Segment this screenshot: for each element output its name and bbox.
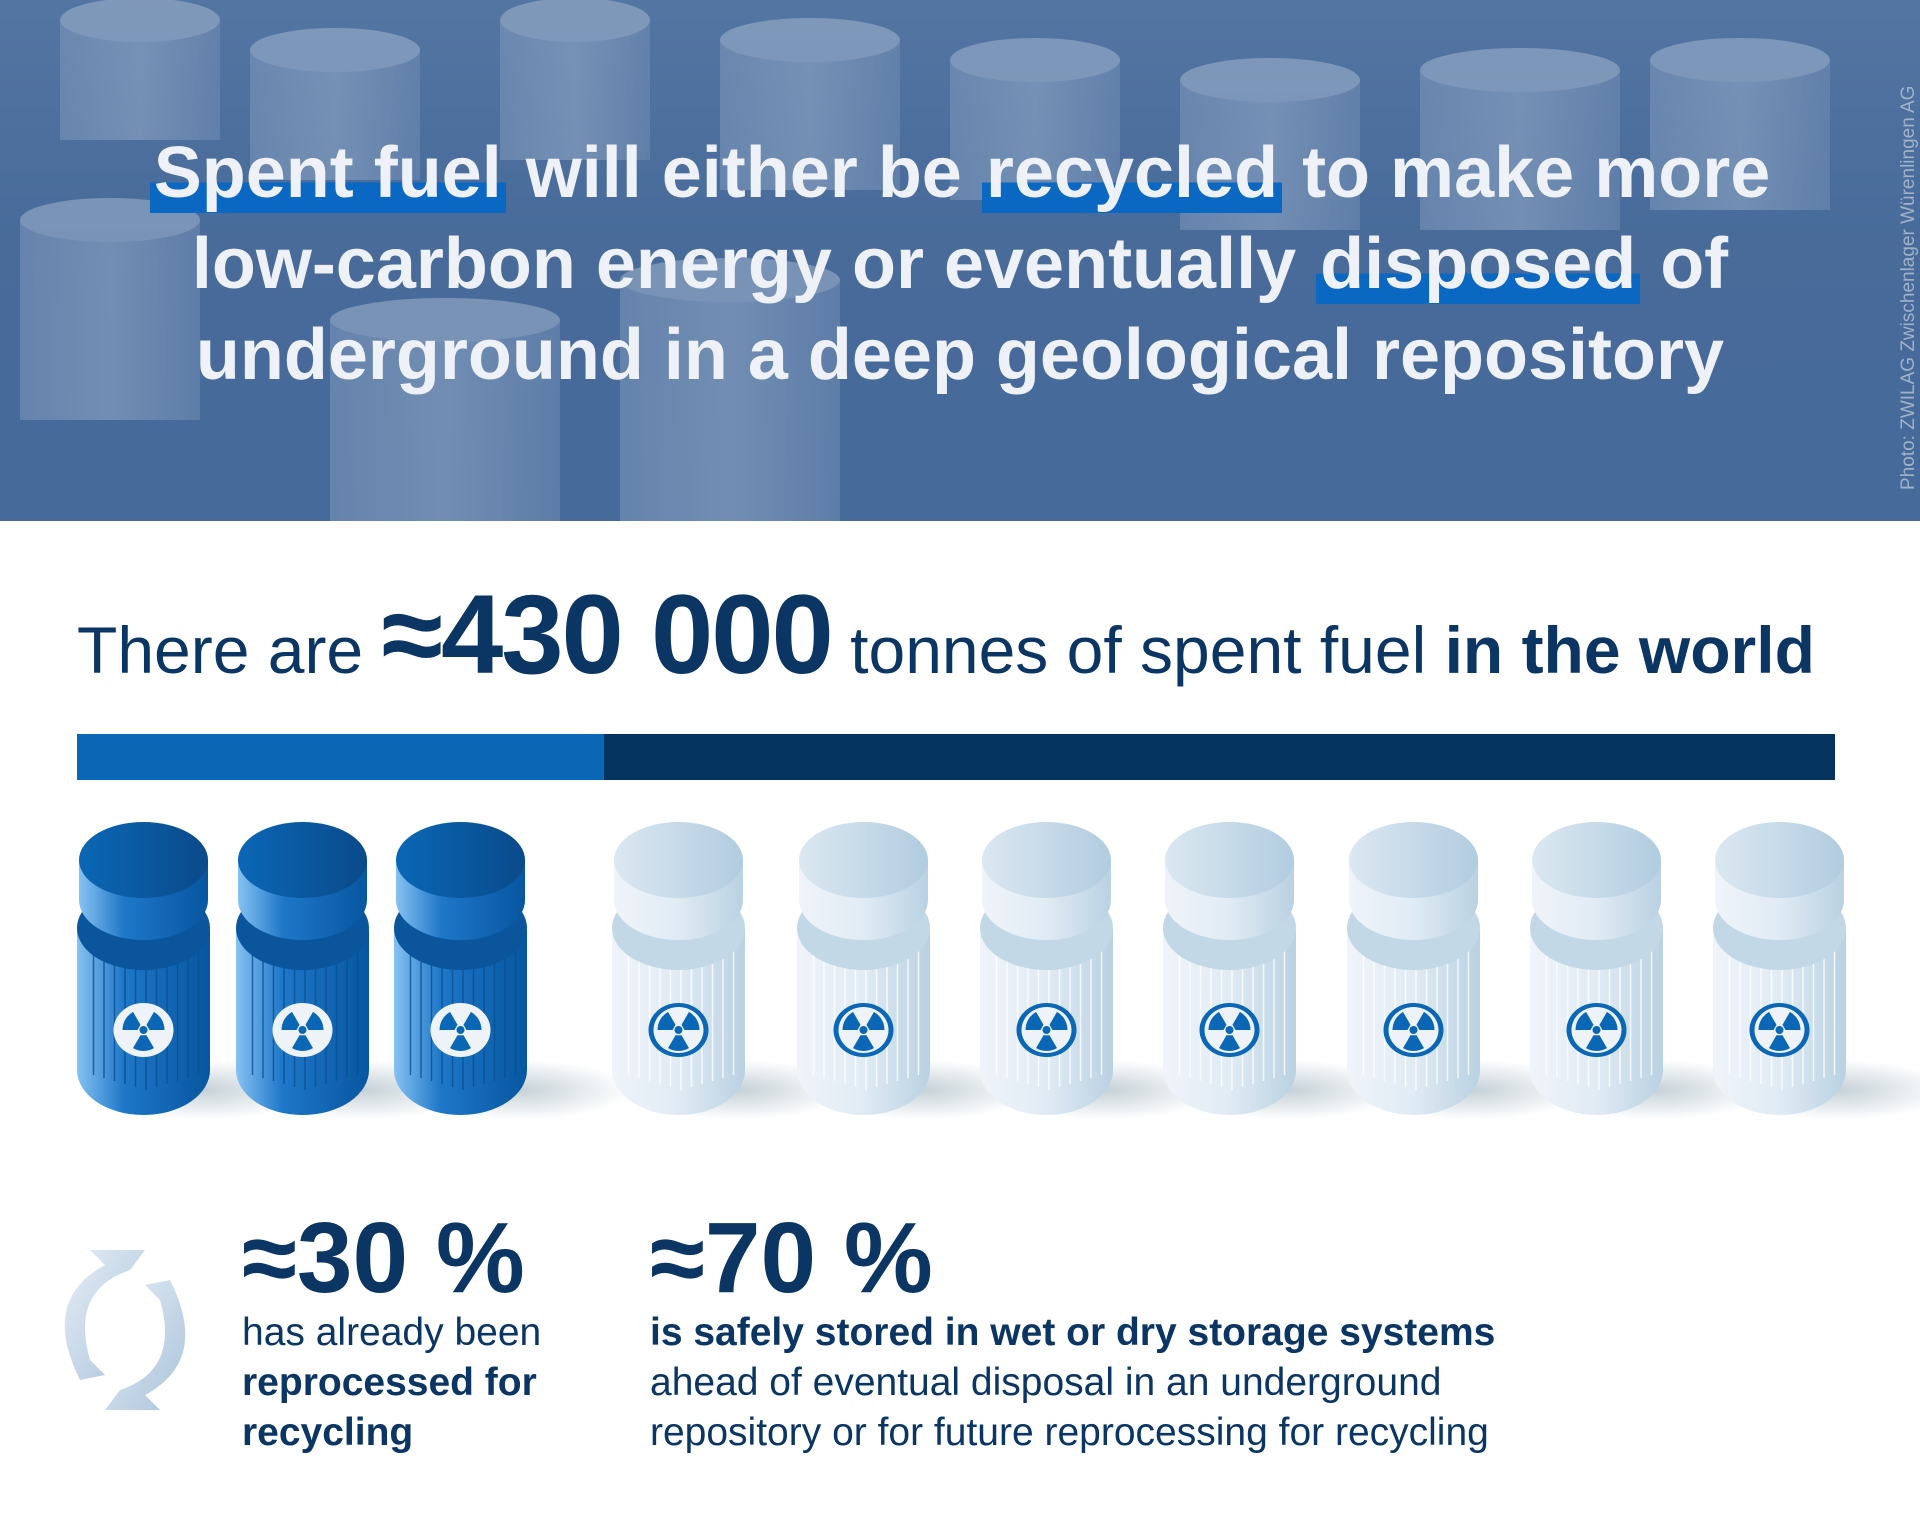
headline-text: of (1640, 224, 1729, 304)
headline-line3: underground in a deep geological reposit… (0, 310, 1920, 401)
recycled-text-2: reprocessed for (242, 1361, 537, 1404)
radiation-icon (1016, 1003, 1077, 1057)
photo-credit: Photo: ZWILAG Zwischenlager Würenlingen … (1898, 85, 1919, 490)
recycled-canister (77, 822, 314, 1120)
headline-text: low-carbon energy or eventually (191, 224, 1317, 304)
total-prefix: There are (77, 613, 382, 687)
stored-text-3: repository or for future reprocessing fo… (650, 1411, 1489, 1454)
headline: Spent fuel will either be recycled to ma… (0, 128, 1920, 401)
total-middle: tonnes of spent fuel (831, 613, 1445, 687)
stored-canister (980, 822, 1217, 1120)
radiation-icon (833, 1003, 894, 1057)
total-suffix: in the world (1444, 613, 1815, 687)
total-number: ≈430 000 (381, 572, 833, 697)
recycled-stat: ≈30 % has already been reprocessed for r… (242, 1208, 582, 1458)
stored-canister (1347, 822, 1584, 1120)
stored-canister (1713, 822, 1920, 1120)
stored-text-2: ahead of eventual disposal in an undergr… (650, 1361, 1442, 1404)
highlighted-word: Spent fuel (149, 133, 506, 213)
radiation-icon (272, 1003, 333, 1057)
recycled-percent: ≈30 % (242, 1202, 525, 1314)
recycled-canister (394, 822, 631, 1120)
highlighted-word: recycled (981, 133, 1283, 213)
recycle-icon (64, 1250, 186, 1410)
radiation-icon (113, 1003, 174, 1057)
stored-percent: ≈70 % (650, 1202, 933, 1314)
radiation-icon (1383, 1003, 1444, 1057)
stored-stat: ≈70 % is safely stored in wet or dry sto… (650, 1208, 1650, 1458)
stored-canister (612, 822, 849, 1120)
headline-line1: Spent fuel will either be recycled to ma… (0, 128, 1920, 219)
headline-text: underground in a deep geological reposit… (195, 315, 1725, 395)
radiation-icon (648, 1003, 709, 1057)
recycled-text-1: has already been (242, 1311, 542, 1354)
radiation-icon (430, 1003, 491, 1057)
canister-row (77, 822, 1920, 1120)
radiation-icon (1749, 1003, 1810, 1057)
recycled-text-3: recycling (242, 1411, 414, 1454)
stored-canister (797, 822, 1034, 1120)
split-bar (77, 734, 1835, 780)
stored-canister (1163, 822, 1400, 1120)
radiation-icon (1199, 1003, 1260, 1057)
stored-text-1: is safely stored in wet or dry storage s… (650, 1311, 1496, 1354)
headline-text: will either be (505, 133, 982, 213)
recycled-share-fill (77, 734, 605, 780)
total-spent-fuel: There are ≈430 000 tonnes of spent fuel … (77, 570, 1815, 699)
headline-text: to make more (1282, 133, 1771, 213)
hero-photo-banner: Spent fuel will either be recycled to ma… (0, 0, 1920, 521)
stored-canister (1530, 822, 1767, 1120)
headline-line2: low-carbon energy or eventually disposed… (0, 219, 1920, 310)
highlighted-word: disposed (1316, 224, 1641, 304)
radiation-icon (1566, 1003, 1627, 1057)
